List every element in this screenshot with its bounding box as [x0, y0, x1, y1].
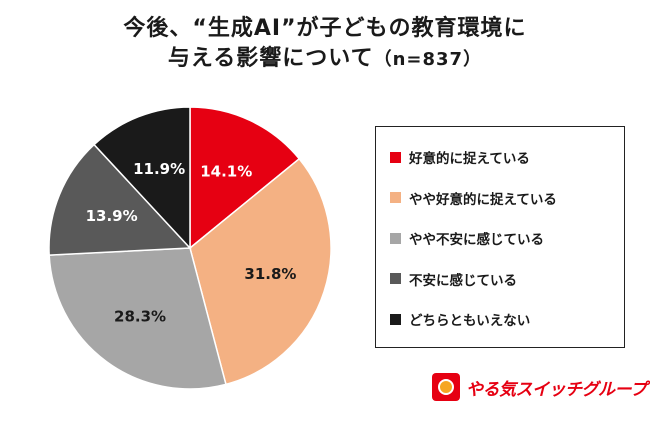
legend-swatch-4: [390, 313, 401, 325]
sample-size-label: （n=837）: [373, 49, 483, 70]
legend-label-0: 好意的に捉えている: [409, 151, 530, 168]
legend-swatch-3: [390, 273, 401, 285]
brand-logo-text: やる気スイッチグループ: [466, 379, 647, 400]
pie-slice-0: [189, 106, 301, 250]
pie-slice-2: [48, 247, 227, 390]
legend-swatch-1: [390, 192, 401, 204]
brand-mark-icon: [432, 373, 460, 401]
legend-label-1: やや好意的に捉えている: [409, 191, 557, 208]
pie-label-0: 14.1%: [200, 163, 252, 181]
pie-label-1: 31.8%: [244, 265, 296, 283]
title-line-2: 与える影響について（n=837）: [0, 44, 650, 75]
legend-item-4: どちらともいえない: [390, 299, 610, 340]
pie-slice-1: [189, 157, 332, 386]
legend-label-3: 不安に感じている: [409, 272, 517, 289]
legend-item-0: 好意的に捉えている: [390, 137, 610, 178]
pie-slice-3: [48, 143, 192, 256]
pie-label-4: 11.9%: [133, 160, 185, 178]
legend-item-1: やや好意的に捉えている: [390, 178, 610, 219]
legend-swatch-2: [390, 232, 401, 244]
pie-label-2: 28.3%: [114, 307, 166, 325]
pie-label-3: 13.9%: [86, 207, 138, 225]
legend-swatch-0: [390, 151, 401, 163]
legend: 好意的に捉えている やや好意的に捉えている やや不安に感じている 不安に感じてい…: [375, 126, 625, 348]
chart-title: 今後、“生成AI”が子どもの教育環境に 与える影響について（n=837）: [0, 14, 650, 75]
legend-item-3: 不安に感じている: [390, 259, 610, 300]
title-line-2-text: 与える影響について: [167, 46, 374, 71]
brand-logo: やる気スイッチグループ: [432, 372, 647, 402]
legend-item-2: やや不安に感じている: [390, 218, 610, 259]
pie-slice-4: [93, 106, 191, 250]
legend-label-4: どちらともいえない: [409, 313, 531, 330]
legend-label-2: やや不安に感じている: [409, 232, 544, 249]
title-line-1: 今後、“生成AI”が子どもの教育環境に: [123, 16, 527, 41]
